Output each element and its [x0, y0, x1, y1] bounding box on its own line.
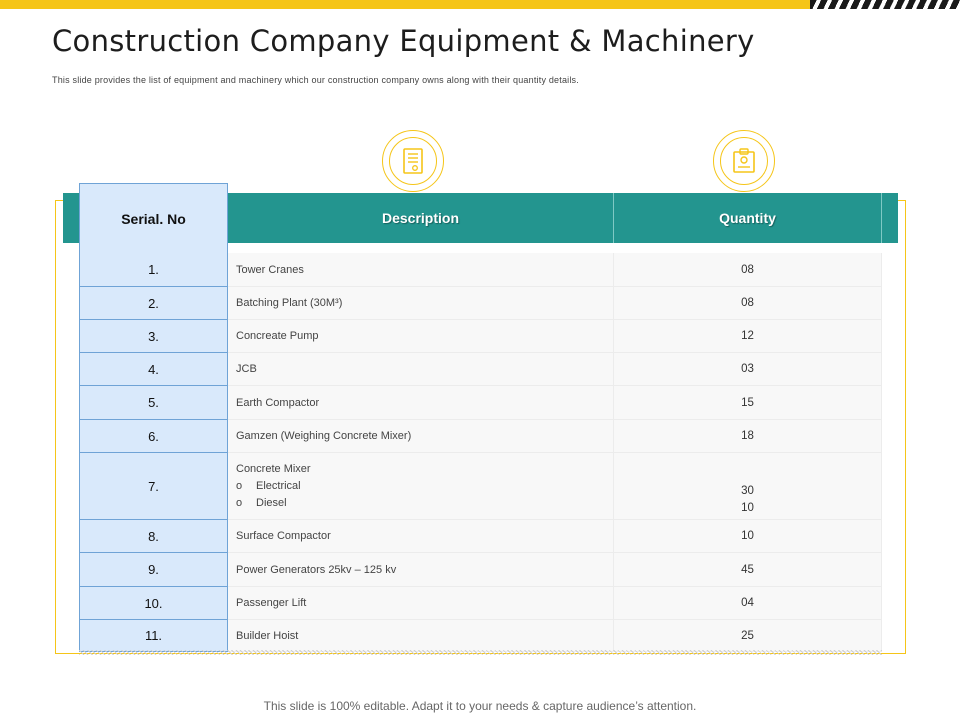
quantity-cell: 03: [614, 353, 882, 386]
table-bottom-pattern: [79, 650, 882, 655]
quantity-cell: 12: [614, 320, 882, 353]
slide-title: Construction Company Equipment & Machine…: [52, 24, 755, 58]
header-description: Description: [228, 193, 614, 243]
description-cell: Tower Cranes: [228, 253, 614, 287]
serial-cell: 5.: [79, 386, 228, 420]
table-row: 3. Concreate Pump 12: [79, 320, 882, 353]
header-quantity: Quantity: [614, 193, 882, 243]
table-row: 8. Surface Compactor 10: [79, 520, 882, 553]
quantity-cell: 15: [614, 386, 882, 420]
description-cell: Concreate Pump: [228, 320, 614, 353]
serial-cell: 3.: [79, 320, 228, 353]
equipment-table: 1. Tower Cranes 08 2. Batching Plant (30…: [79, 253, 882, 652]
quantity-cell: 08: [614, 253, 882, 287]
description-cell: Batching Plant (30M³): [228, 287, 614, 320]
serial-cell: 4.: [79, 353, 228, 386]
table-row: 10. Passenger Lift 04: [79, 587, 882, 620]
slide-footer: This slide is 100% editable. Adapt it to…: [263, 699, 697, 713]
bullet-marker: o: [236, 479, 243, 492]
quantity-cell: 18: [614, 420, 882, 453]
description-cell: Surface Compactor: [228, 520, 614, 553]
table-row: 11. Builder Hoist 25: [79, 620, 882, 652]
serial-cell: 11.: [79, 620, 228, 652]
quantity-cell: 08: [614, 287, 882, 320]
serial-cell: 2.: [79, 287, 228, 320]
serial-cell: 10.: [79, 587, 228, 620]
quantity-cell: 10: [614, 520, 882, 553]
header-serial-no: Serial. No: [79, 183, 228, 254]
description-label: Concrete Mixer: [236, 462, 311, 475]
top-accent-bar: [0, 0, 960, 9]
serial-cell: 6.: [79, 420, 228, 453]
quantity-cell: 45: [614, 553, 882, 587]
clipboard-icon: [713, 130, 775, 192]
description-cell: Builder Hoist: [228, 620, 614, 652]
quantity-cell: 25: [614, 620, 882, 652]
sub-item-label: Electrical: [256, 479, 301, 492]
serial-cell: 8.: [79, 520, 228, 553]
description-cell: Concrete Mixer o Electrical o Diesel: [228, 453, 614, 520]
table-row: 9. Power Generators 25kv – 125 kv 45: [79, 553, 882, 587]
sub-item-quantity: 10: [741, 502, 754, 514]
sub-item-label: Diesel: [256, 496, 287, 509]
table-row: 1. Tower Cranes 08: [79, 253, 882, 287]
document-icon: [382, 130, 444, 192]
table-row: 4. JCB 03: [79, 353, 882, 386]
table-row: 7. Concrete Mixer o Electrical o Diesel 30…: [79, 453, 882, 520]
sub-item-quantity: 30: [741, 485, 754, 497]
serial-cell: 9.: [79, 553, 228, 587]
quantity-cell: 30 10: [614, 453, 882, 520]
table-row: 6. Gamzen (Weighing Concrete Mixer) 18: [79, 420, 882, 453]
description-cell: JCB: [228, 353, 614, 386]
hazard-stripe: [810, 0, 960, 9]
description-cell: Power Generators 25kv – 125 kv: [228, 553, 614, 587]
table-row: 2. Batching Plant (30M³) 08: [79, 287, 882, 320]
quantity-cell: 04: [614, 587, 882, 620]
bullet-marker: o: [236, 496, 243, 509]
slide-subtitle: This slide provides the list of equipmen…: [52, 75, 579, 85]
table-row: 5. Earth Compactor 15: [79, 386, 882, 420]
description-cell: Gamzen (Weighing Concrete Mixer): [228, 420, 614, 453]
description-cell: Passenger Lift: [228, 587, 614, 620]
description-cell: Earth Compactor: [228, 386, 614, 420]
serial-cell: 1.: [79, 253, 228, 287]
serial-cell: 7.: [79, 453, 228, 520]
